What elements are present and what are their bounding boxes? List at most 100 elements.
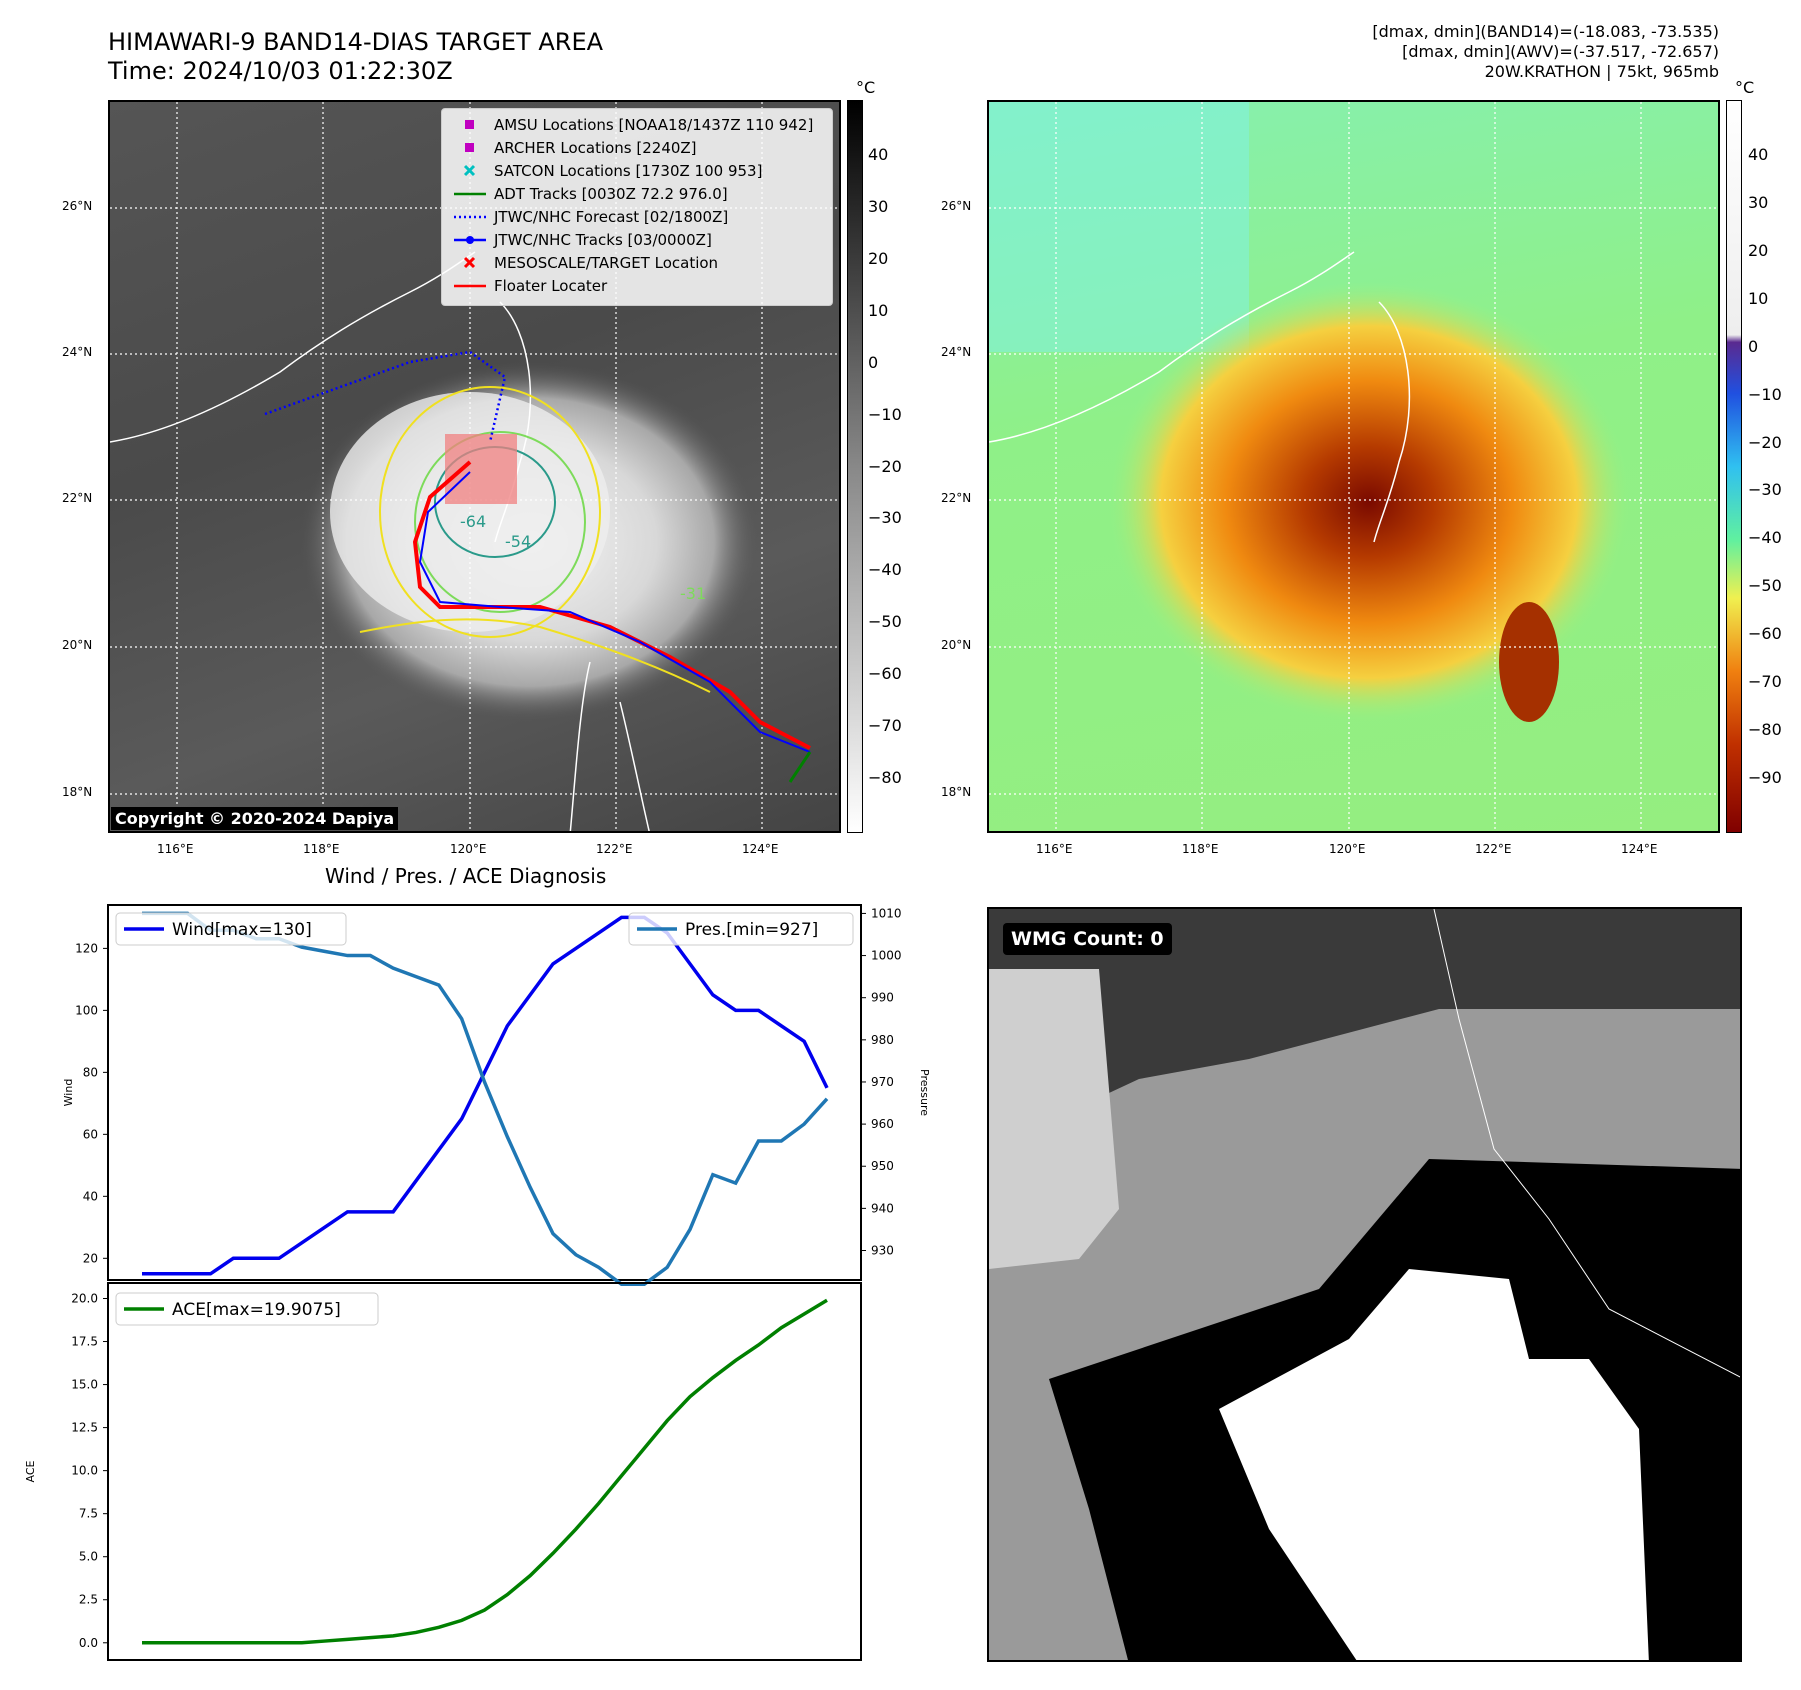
map-lon-label: 120°E — [1329, 842, 1366, 856]
ace-ytick-label: 7.5 — [79, 1507, 98, 1521]
ace-series-line — [142, 1298, 828, 1645]
wind-axis-label: Wind — [62, 1079, 75, 1107]
map-legend-entry: AMSU Locations [NOAA18/1437Z 110 942] — [452, 115, 832, 135]
diagnosis-title: Wind / Pres. / ACE Diagnosis — [325, 864, 607, 888]
awv-colorbar-tick: −80 — [1748, 720, 1782, 740]
awv-colorbar-tick: 0 — [1748, 336, 1759, 356]
map-lat-label: 22°N — [62, 491, 93, 505]
ace-ytick-label: 15.0 — [71, 1378, 98, 1392]
awv-colorbar-tick: 40 — [1748, 145, 1769, 164]
map-lon-label: 118°E — [1182, 842, 1219, 856]
map-lat-label: 24°N — [62, 345, 93, 359]
awv-colorbar — [1726, 100, 1742, 833]
map-legend-entry: JTWC/NHC Forecast [02/1800Z] — [452, 207, 832, 227]
legend-label: ADT Tracks [0030Z 72.2 976.0] — [494, 185, 728, 203]
pres-ytick-label: 980 — [871, 1033, 894, 1047]
contour-label-31: -31 — [680, 584, 706, 603]
wind-ytick-label: 40 — [83, 1189, 98, 1203]
ace-plot-frame — [107, 1282, 862, 1661]
wp-plot-frame — [107, 904, 862, 1281]
pressure-series-line — [142, 911, 829, 1286]
info-awv: [dmax, dmin](AWV)=(-37.517, -72.657) — [1402, 42, 1719, 61]
map-legend-entry: MESOSCALE/TARGET Location — [452, 253, 832, 273]
map-legend-entry: Floater Locater — [452, 276, 832, 296]
wind-ytick-label: 100 — [75, 1003, 98, 1017]
ace-legend-label: ACE[max=19.9075] — [172, 1300, 341, 1320]
legend-swatch-icon — [454, 192, 486, 196]
map-legend-entry: ADT Tracks [0030Z 72.2 976.0] — [452, 184, 832, 204]
ace-legend: ACE[max=19.9075] — [115, 1292, 379, 1326]
coastline — [110, 251, 650, 831]
ir-gridlines — [110, 102, 839, 831]
awv-moist-region — [989, 102, 1249, 352]
target-box — [445, 434, 517, 504]
ir-colorbar-tick: −60 — [868, 664, 902, 684]
pres-ytick-label: 1000 — [871, 949, 902, 963]
map-lon-label: 124°E — [742, 842, 779, 856]
awv-coastline — [989, 251, 1411, 543]
wmg-canvas — [989, 909, 1740, 1660]
ace-ytick-label: 12.5 — [71, 1421, 98, 1435]
map-lon-label: 122°E — [596, 842, 633, 856]
figure-time: Time: 2024/10/03 01:22:30Z — [108, 57, 453, 85]
contour-band — [359, 618, 711, 693]
pressure-legend-box — [628, 912, 854, 946]
wmg-white-region — [1219, 1269, 1649, 1660]
forecast-track — [264, 350, 507, 443]
ir-colorbar-tick: 40 — [868, 145, 889, 164]
contour-label-64: -64 — [460, 512, 486, 531]
info-band14: [dmax, dmin](BAND14)=(-18.083, -73.535) — [1372, 22, 1719, 41]
wind-ytick-label: 80 — [83, 1065, 98, 1079]
ace-ytick-label: 5.0 — [79, 1550, 98, 1564]
awv-colorbar-tick: 30 — [1748, 192, 1769, 212]
pressure-legend: Pres.[min=927] — [628, 912, 854, 946]
ir-colorbar-tick: 30 — [868, 196, 889, 216]
awv-map-canvas — [989, 102, 1718, 831]
awv-colorbar-tick: −30 — [1748, 480, 1782, 500]
pres-ytick-label: 960 — [871, 1117, 894, 1131]
map-lat-label: 24°N — [941, 345, 972, 359]
info-storm: 20W.KRATHON | 75kt, 965mb — [1484, 62, 1719, 81]
legend-label: JTWC/NHC Forecast [02/1800Z] — [494, 208, 729, 226]
ace-ytick-label: 0.0 — [79, 1636, 98, 1650]
legend-swatch-icon — [463, 164, 476, 177]
contour-yellow — [379, 386, 601, 638]
legend-label: SATCON Locations [1730Z 100 953] — [494, 162, 763, 180]
wmg-count-badge: WMG Count: 0 — [1003, 923, 1172, 955]
legend-label: MESOSCALE/TARGET Location — [494, 254, 719, 272]
awv-colorbar-tick: −10 — [1748, 384, 1782, 404]
legend-swatch-icon — [465, 143, 474, 152]
map-legend-entry: SATCON Locations [1730Z 100 953] — [452, 161, 832, 181]
awv-colorbar-tick: −90 — [1748, 768, 1782, 787]
track-blue — [418, 471, 811, 753]
ir-map-canvas: -64 -54 -31 — [110, 102, 839, 831]
awv-gridlines — [989, 102, 1718, 831]
wind-ytick-label: 120 — [75, 941, 98, 955]
legend-swatch-icon — [454, 284, 486, 288]
ace-ytick-label: 20.0 — [71, 1291, 98, 1305]
wind-series-line — [142, 915, 829, 1276]
map-legend-entry: ARCHER Locations [2240Z] — [452, 138, 832, 158]
ir-map-panel: -64 -54 -31 AMSU Locations [NOAA18/1437Z… — [108, 100, 841, 833]
map-lon-label: 124°E — [1621, 842, 1658, 856]
pres-ytick-label: 940 — [871, 1201, 894, 1215]
ir-colorbar — [847, 100, 863, 833]
legend-label: ARCHER Locations [2240Z] — [494, 139, 697, 157]
legend-swatch-icon — [454, 215, 486, 219]
ace-legend-box — [115, 1292, 379, 1326]
map-legend: AMSU Locations [NOAA18/1437Z 110 942] ARC… — [441, 108, 833, 306]
awv-colorbar-tick: −20 — [1748, 432, 1782, 452]
map-legend-entry: JTWC/NHC Tracks [03/0000Z] — [452, 230, 832, 250]
ir-colorbar-tick: 10 — [868, 300, 889, 320]
wmg-light-region — [989, 969, 1119, 1269]
ace-chart: 0.0 2.5 5.0 7.5 10.0 12.5 15.0 17.5 20.0 ACE ACE[m… — [24, 1282, 862, 1661]
ir-colorbar-tick: −70 — [868, 716, 902, 736]
awv-colorbar-tick: 20 — [1748, 240, 1769, 260]
map-lat-label: 18°N — [62, 785, 93, 799]
awv-cell — [1499, 602, 1559, 722]
pressure-axis-label: Pressure — [918, 1069, 931, 1116]
contour-label-54: -54 — [505, 532, 531, 551]
legend-label: Floater Locater — [494, 277, 608, 295]
ir-colorbar-tick: 20 — [868, 248, 889, 268]
figure-title: HIMAWARI-9 BAND14-DIAS TARGET AREA — [108, 28, 604, 56]
